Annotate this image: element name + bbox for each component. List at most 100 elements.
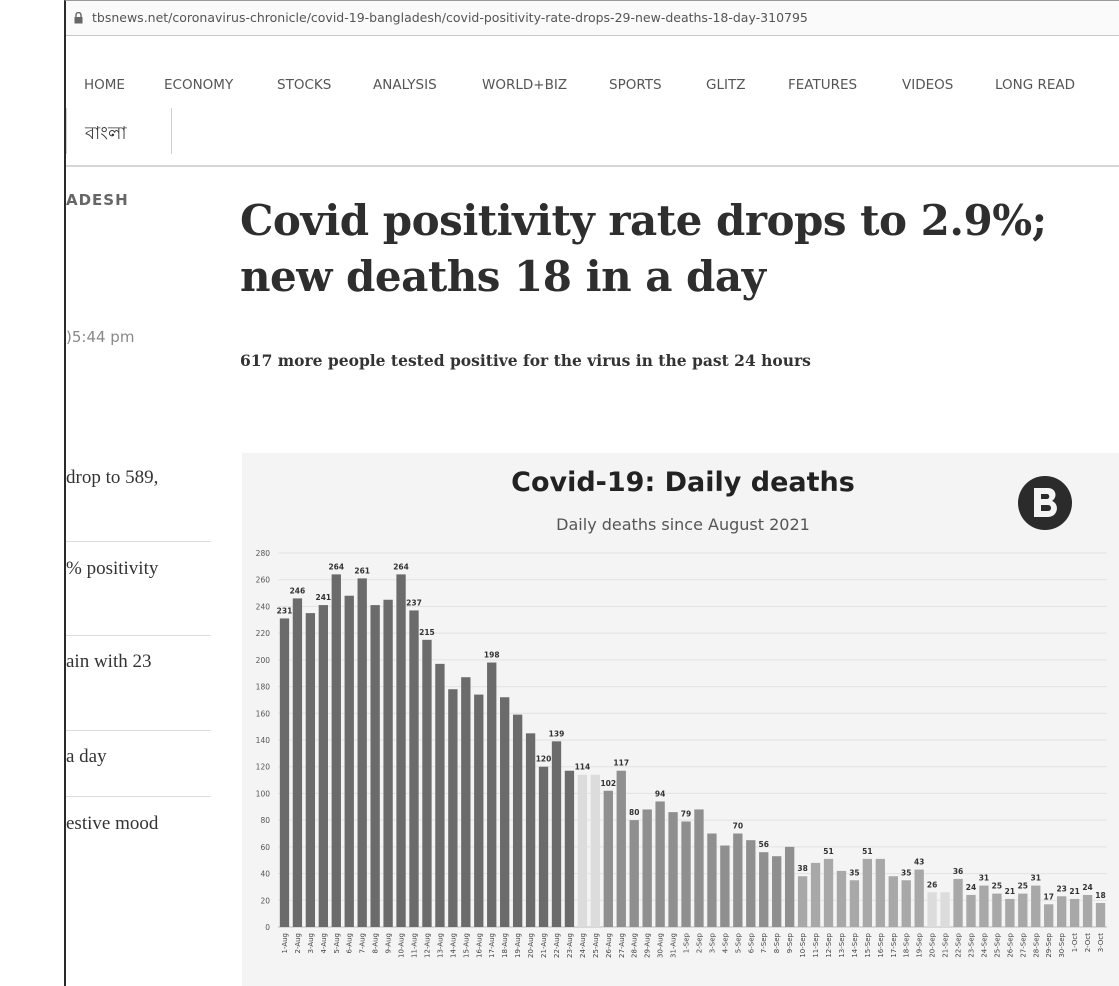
x-tick-label: 25-Aug	[592, 933, 600, 958]
chart-title: Covid-19: Daily deaths	[511, 467, 855, 498]
related-divider	[66, 796, 211, 797]
x-tick-label: 9-Sep	[786, 932, 794, 953]
bar	[461, 677, 471, 927]
data-label: 51	[862, 847, 872, 856]
article-subheadline: 617 more people tested positive for the …	[240, 351, 811, 370]
x-tick-label: 15-Aug	[462, 933, 470, 958]
bar	[318, 605, 328, 927]
bar	[1069, 898, 1080, 927]
data-label: 24	[1082, 883, 1092, 892]
address-bar[interactable]: tbsnews.net/coronavirus-chronicle/covid-…	[66, 1, 1119, 36]
bar	[694, 809, 704, 927]
data-label: 79	[681, 809, 691, 818]
nav-item-sports[interactable]: SPORTS	[609, 77, 662, 93]
x-tick-label: 2-Aug	[294, 933, 302, 954]
x-tick-label: 26-Aug	[605, 933, 613, 958]
x-tick-label: 6-Sep	[747, 932, 755, 953]
publish-time: )5:44 pm	[66, 328, 135, 346]
data-label: 25	[1018, 882, 1028, 891]
x-tick-label: 8-Aug	[372, 933, 380, 954]
bar	[914, 869, 924, 927]
data-label: 198	[484, 651, 500, 660]
related-link[interactable]: % positivity	[66, 558, 159, 579]
nav-item-videos[interactable]: VIDEOS	[902, 77, 954, 93]
x-tick-label: 3-Sep	[708, 932, 716, 953]
nav-item-home[interactable]: HOME	[84, 77, 125, 93]
bar	[500, 697, 510, 927]
x-tick-label: 3-Aug	[307, 933, 315, 954]
nav-item-stocks[interactable]: STOCKS	[277, 77, 332, 93]
x-tick-label: 16-Aug	[475, 933, 483, 958]
y-tick-label: 220	[256, 629, 271, 638]
x-tick-label: 25-Sep	[993, 932, 1001, 957]
data-label: 80	[629, 808, 639, 817]
bar	[525, 733, 536, 927]
bangla-language-link[interactable]: বাংলা	[66, 108, 172, 154]
bar	[940, 892, 950, 927]
x-tick-label: 10-Sep	[799, 932, 807, 957]
x-tick-label: 8-Sep	[773, 932, 781, 953]
x-tick-label: 20-Aug	[527, 933, 535, 958]
x-tick-label: 14-Sep	[851, 932, 859, 957]
bar	[1044, 904, 1054, 927]
bar	[331, 574, 341, 927]
data-label: 114	[575, 763, 591, 772]
x-tick-label: 18-Aug	[501, 933, 509, 958]
x-tick-label: 13-Aug	[436, 933, 444, 958]
related-divider	[66, 635, 211, 636]
url-text[interactable]: tbsnews.net/coronavirus-chronicle/covid-…	[92, 10, 808, 25]
data-label: 18	[1095, 891, 1105, 900]
x-tick-label: 7-Aug	[359, 933, 367, 954]
bar	[422, 639, 432, 927]
bar	[305, 613, 316, 927]
bar	[1082, 894, 1093, 927]
bar	[370, 605, 380, 927]
x-tick-label: 1-Aug	[281, 933, 289, 954]
related-link[interactable]: ain with 23	[66, 651, 152, 672]
bar	[849, 880, 860, 927]
data-label: 70	[733, 822, 743, 831]
data-label: 26	[927, 880, 937, 889]
x-tick-label: 30-Aug	[657, 933, 665, 958]
bar	[797, 876, 808, 927]
x-tick-label: 19-Aug	[514, 933, 522, 958]
bar	[966, 894, 976, 927]
nav-item-glitz[interactable]: GLITZ	[706, 77, 746, 93]
bar	[655, 801, 665, 927]
x-tick-label: 12-Sep	[825, 932, 833, 957]
x-tick-label: 2-Oct	[1084, 933, 1092, 953]
x-tick-label: 2-Sep	[695, 932, 703, 953]
nav-item-worldbiz[interactable]: WORLD+BIZ	[482, 77, 568, 93]
data-label: 261	[354, 566, 370, 575]
data-label: 51	[823, 847, 833, 856]
bar	[823, 858, 834, 927]
bar	[279, 618, 290, 927]
related-link[interactable]: estive mood	[66, 813, 159, 834]
bar	[992, 893, 1002, 927]
x-tick-label: 29-Aug	[644, 933, 652, 958]
x-tick-label: 1-Sep	[683, 932, 691, 953]
x-tick-label: 19-Sep	[916, 932, 924, 957]
x-tick-label: 4-Aug	[320, 933, 328, 954]
nav-item-economy[interactable]: ECONOMY	[164, 77, 234, 93]
nav-item-long-read[interactable]: LONG READ	[995, 77, 1076, 93]
section-label[interactable]: ADESH	[66, 191, 129, 209]
bar	[1095, 902, 1106, 927]
bar	[1057, 896, 1067, 927]
bar	[564, 770, 575, 927]
nav-item-features[interactable]: FEATURES	[788, 77, 858, 93]
bar	[888, 876, 898, 927]
bar	[707, 833, 717, 927]
article-headline: Covid positivity rate drops to 2.9%; new…	[240, 196, 1047, 301]
related-link[interactable]: a day	[66, 746, 107, 767]
data-label: 56	[759, 840, 769, 849]
related-link[interactable]: drop to 589,	[66, 467, 159, 488]
bar	[538, 766, 549, 927]
bar	[642, 809, 652, 927]
x-tick-label: 22-Sep	[955, 932, 963, 957]
data-label: 36	[953, 867, 963, 876]
x-tick-label: 26-Sep	[1006, 932, 1014, 957]
bar	[979, 885, 989, 927]
bangla-label: বাংলা	[85, 123, 127, 144]
nav-item-analysis[interactable]: ANALYSIS	[373, 77, 437, 93]
